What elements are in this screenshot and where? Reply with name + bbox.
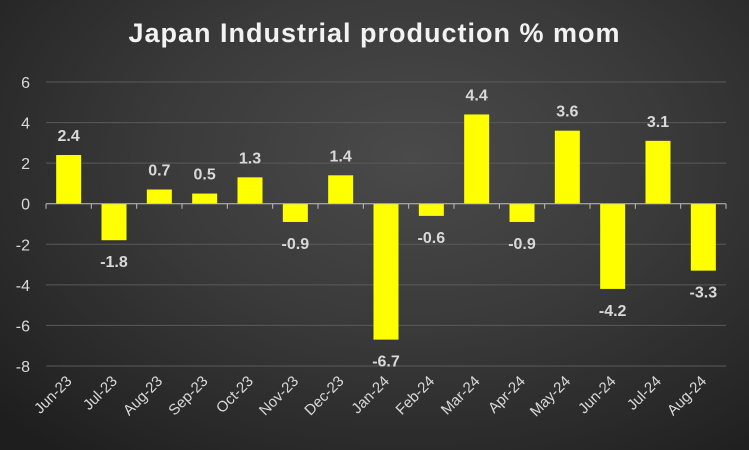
x-tick-label: Oct-23 xyxy=(213,373,257,417)
data-label: 0.7 xyxy=(148,163,170,180)
data-label: -0.6 xyxy=(418,230,446,247)
x-tick-label: Jun-23 xyxy=(31,373,75,417)
data-label: -0.9 xyxy=(508,236,536,253)
x-tick-label: Dec-23 xyxy=(301,373,347,419)
bar xyxy=(192,193,218,204)
data-label: 1.3 xyxy=(239,150,261,167)
bar xyxy=(101,203,127,241)
bar xyxy=(509,203,535,222)
x-tick-label: Aug-23 xyxy=(120,373,166,419)
chart-title: Japan Industrial production % mom xyxy=(128,18,621,48)
bar xyxy=(56,155,82,204)
x-tick-label: Feb-24 xyxy=(393,373,439,419)
bar xyxy=(146,189,172,204)
bar xyxy=(237,177,263,204)
data-label: 4.4 xyxy=(466,87,488,104)
bar xyxy=(600,203,626,289)
x-tick-label: Nov-23 xyxy=(256,373,302,419)
x-tick-label: Jun-24 xyxy=(575,373,619,417)
y-tick-label: -8 xyxy=(16,359,30,376)
x-tick-label: Sep-23 xyxy=(165,373,211,419)
data-label: -3.3 xyxy=(690,285,718,302)
bar xyxy=(418,203,444,216)
data-label: -0.9 xyxy=(282,236,310,253)
x-tick-label: Jul-23 xyxy=(80,373,121,414)
data-label: -4.2 xyxy=(599,303,627,320)
x-tick-label: Aug-24 xyxy=(664,373,710,419)
x-tick-label: Jan-24 xyxy=(348,373,392,417)
y-tick-label: -6 xyxy=(16,318,30,335)
bar xyxy=(373,203,399,340)
data-label: 0.5 xyxy=(194,167,216,184)
y-tick-label: 6 xyxy=(21,75,30,92)
data-label: 2.4 xyxy=(58,128,80,145)
x-tick-label: May-24 xyxy=(527,373,574,420)
bar xyxy=(645,140,671,204)
bar xyxy=(690,203,716,271)
bar xyxy=(554,130,580,204)
data-label: -6.7 xyxy=(372,354,400,371)
bar xyxy=(464,114,490,204)
y-tick-label: 4 xyxy=(21,116,30,133)
x-tick-label: Mar-24 xyxy=(438,373,484,419)
y-tick-label: 0 xyxy=(21,197,30,214)
y-tick-label: -2 xyxy=(16,237,30,254)
x-tick-label: Apr-24 xyxy=(485,373,529,417)
y-tick-label: -4 xyxy=(16,278,30,295)
data-label: 1.4 xyxy=(330,148,352,165)
x-tick-label: Jul-24 xyxy=(624,373,665,414)
data-label: 3.1 xyxy=(647,114,669,131)
bar xyxy=(328,175,354,204)
data-label: 3.6 xyxy=(556,104,578,121)
bar xyxy=(282,203,308,222)
data-label: -1.8 xyxy=(100,254,128,271)
y-tick-label: 2 xyxy=(21,156,30,173)
